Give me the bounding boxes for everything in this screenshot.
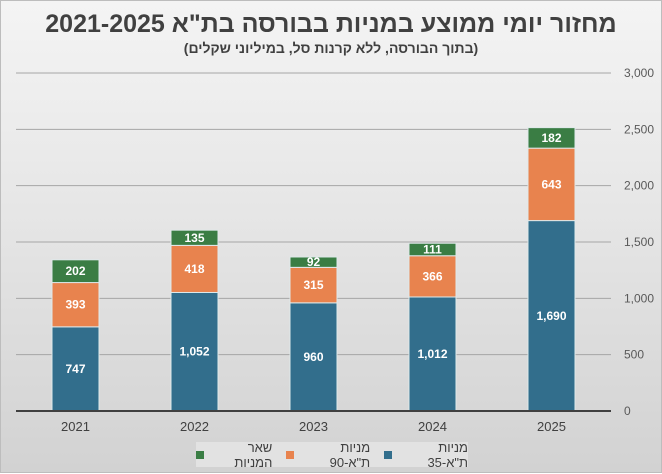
- legend-item: מניות ת"א-90: [286, 440, 370, 470]
- y-tick-label: 0: [624, 404, 631, 418]
- legend-label: מניות ת"א-90: [329, 439, 371, 470]
- data-label: 1,052: [179, 345, 209, 359]
- data-label: 366: [422, 269, 442, 283]
- data-label: 92: [307, 255, 321, 269]
- bar-segment: [51, 259, 100, 284]
- legend-swatch-icon: [286, 450, 295, 459]
- x-tick-label: 2023: [299, 419, 328, 434]
- x-tick-label: 2025: [537, 419, 566, 434]
- data-label: 643: [541, 177, 561, 191]
- y-tick-label: 1,500: [624, 235, 654, 249]
- data-label: 202: [65, 264, 85, 278]
- data-label: 135: [184, 231, 204, 245]
- y-tick-label: 2,000: [624, 179, 654, 193]
- data-label: 315: [303, 278, 323, 292]
- bar-segment: [408, 255, 457, 298]
- y-tick-label: 500: [624, 348, 644, 362]
- bar-segment: [527, 127, 576, 149]
- bar-segment: [170, 229, 219, 246]
- x-tick-label: 2021: [61, 419, 90, 434]
- bar-segment: [408, 242, 457, 257]
- legend-label: שאר המניות: [234, 439, 273, 470]
- legend-swatch-icon: [384, 450, 392, 459]
- x-tick-label: 2022: [180, 419, 209, 434]
- legend-item: מניות ת"א-35: [384, 440, 468, 470]
- bar-segment: [527, 220, 576, 412]
- legend-swatch-icon: [196, 450, 204, 459]
- data-label: 111: [423, 242, 442, 256]
- chart-title: מחזור יומי ממוצע במניות בבורסה בת"א 2021…: [45, 10, 617, 38]
- chart-legend: שאר המניות מניות ת"א-90 מניות ת"א-35: [196, 440, 468, 470]
- legend-item: שאר המניות: [196, 440, 272, 470]
- legend-label: מניות ת"א-35: [427, 439, 468, 470]
- data-label: 182: [541, 131, 561, 145]
- bar-segment: [289, 256, 338, 268]
- y-tick-label: 3,000: [624, 66, 654, 80]
- bar-segment: [170, 291, 219, 412]
- y-tick-label: 2,500: [624, 122, 654, 136]
- y-tick-label: 1,000: [624, 291, 654, 305]
- chart-subtitle: (בתוך הבורסה, ללא קרנות סל, במיליוני שקל…: [183, 40, 479, 56]
- bar-segment: [527, 147, 576, 222]
- data-label: 747: [65, 362, 85, 376]
- data-label: 418: [184, 262, 204, 276]
- data-label: 960: [303, 350, 323, 364]
- data-label: 1,012: [417, 347, 447, 361]
- data-label: 393: [65, 298, 85, 312]
- bar-segment: [408, 296, 457, 412]
- data-label: 1,690: [536, 309, 566, 323]
- x-tick-label: 2024: [418, 419, 447, 434]
